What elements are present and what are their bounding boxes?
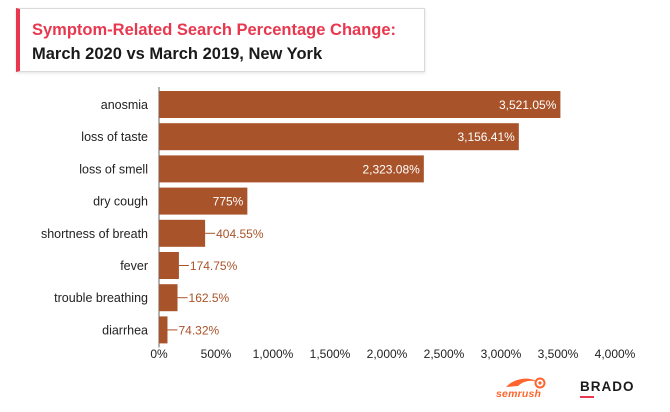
value-label: 2,323.08%: [362, 162, 420, 176]
value-label: 3,156.41%: [457, 130, 515, 144]
brado-accent-mark: [580, 396, 594, 398]
x-tick-label: 2,000%: [367, 347, 408, 361]
bar-loss-of-smell: [159, 155, 424, 183]
x-tick-label: 4,000%: [595, 347, 636, 361]
bar-fever: [159, 252, 179, 279]
bar-anosmia: [159, 91, 561, 118]
title-card: Symptom-Related Search Percentage Change…: [16, 8, 425, 72]
x-tick-label: 3,000%: [481, 347, 522, 361]
category-label: trouble breathing: [54, 291, 148, 305]
value-label: 162.5%: [189, 291, 230, 305]
category-label: dry cough: [93, 195, 148, 209]
x-tick-label: 500%: [201, 347, 232, 361]
value-label: 775%: [213, 195, 244, 209]
x-tick-label: 3,500%: [538, 347, 579, 361]
semrush-logo: semrush: [496, 374, 554, 402]
x-tick-label: 2,500%: [424, 347, 465, 361]
bar-trouble-breathing: [159, 284, 178, 312]
chart-subtitle: March 2020 vs March 2019, New York: [32, 45, 323, 63]
semrush-wordmark: semrush: [496, 388, 542, 400]
category-label: anosmia: [101, 98, 148, 112]
category-label: loss of smell: [79, 162, 148, 176]
bar-dry-cough: [159, 187, 248, 215]
value-label: 3,521.05%: [499, 98, 557, 112]
x-tick-label: 0%: [150, 347, 168, 361]
bar-loss-of-taste: [159, 123, 519, 151]
brado-logo: BRADO: [580, 379, 635, 394]
category-label: fever: [120, 259, 148, 273]
category-label: loss of taste: [81, 130, 148, 144]
value-label: 404.55%: [216, 227, 264, 241]
semrush-flame-icon: [506, 377, 546, 389]
x-tick-label: 1,500%: [310, 347, 351, 361]
x-tick-label: 1,000%: [253, 347, 294, 361]
bar-shortness-of-breath: [159, 219, 206, 247]
value-label: 74.32%: [178, 323, 219, 337]
category-label: diarrhea: [102, 323, 148, 337]
category-label: shortness of breath: [41, 227, 148, 241]
bar-diarrhea: [159, 316, 168, 344]
chart-title: Symptom-Related Search Percentage Change…: [32, 21, 397, 39]
value-label: 174.75%: [190, 259, 238, 273]
